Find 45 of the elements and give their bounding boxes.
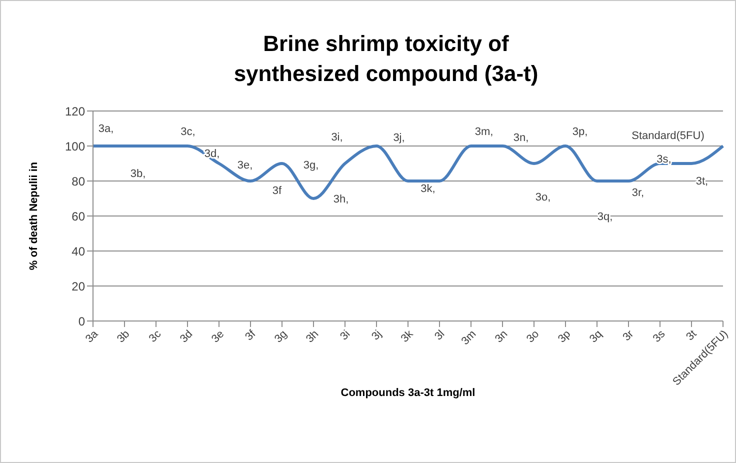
x-tick-label: 3b <box>114 328 132 346</box>
annotation: 3j, <box>393 132 405 144</box>
annotation: 3c, <box>180 126 196 138</box>
x-tick-label: 3k <box>398 328 416 345</box>
x-axis-title: Compounds 3a-3t 1mg/ml <box>340 387 476 399</box>
x-tick-label: 3p <box>556 328 574 346</box>
y-tick-label: 60 <box>72 209 86 224</box>
annotation: 3f <box>272 184 283 197</box>
annotation: 3r, <box>632 186 644 199</box>
y-tick-label: 100 <box>64 139 86 154</box>
x-tick-label: 3r <box>620 328 636 344</box>
x-tick-label: 3a <box>83 328 102 346</box>
annotation: 3m, <box>474 126 494 138</box>
annotation: 3p, <box>572 126 588 138</box>
annotation: 3o, <box>535 191 551 204</box>
annotation: 3h, <box>333 193 349 206</box>
annotation: 3n, <box>513 132 529 144</box>
x-tick-label: 3c <box>146 328 164 345</box>
annotation: 3a, <box>98 122 114 135</box>
y-axis-title: % of death Nepulii in <box>28 162 40 270</box>
y-tick-label: 80 <box>72 174 86 188</box>
annotation: 3g, <box>303 159 319 172</box>
x-tick-label: 3l <box>432 328 448 343</box>
x-tick-label: 3o <box>524 328 542 346</box>
x-tick-label: 3i <box>338 328 353 343</box>
annotation: 3k, <box>420 182 436 195</box>
y-tick-label: 40 <box>72 244 86 258</box>
annotation: 3i, <box>331 131 343 144</box>
x-tick-label: 3j <box>370 328 384 343</box>
x-tick-label: 3q <box>587 328 605 346</box>
annotation: Standard(5FU) <box>632 130 704 142</box>
x-tick-label: 3m <box>459 328 479 348</box>
x-tick-label: 3d <box>178 328 196 346</box>
y-tick-label: 120 <box>64 104 86 118</box>
y-tick-label: 20 <box>72 279 86 294</box>
x-tick-label: 3f <box>243 328 259 344</box>
y-tick-label: 0 <box>78 314 86 328</box>
x-tick-label: 3e <box>209 328 227 346</box>
annotation: 3e, <box>237 159 253 172</box>
annotation: 3b, <box>130 168 146 180</box>
x-tick-label: 3s <box>650 328 668 345</box>
chart-title: Brine shrimp toxicity of synthesized compound (3a-t) <box>232 30 540 88</box>
x-tick-label: 3n <box>492 328 510 346</box>
x-tick-label: 3h <box>304 328 322 346</box>
x-tick-label: 3g <box>272 328 290 346</box>
